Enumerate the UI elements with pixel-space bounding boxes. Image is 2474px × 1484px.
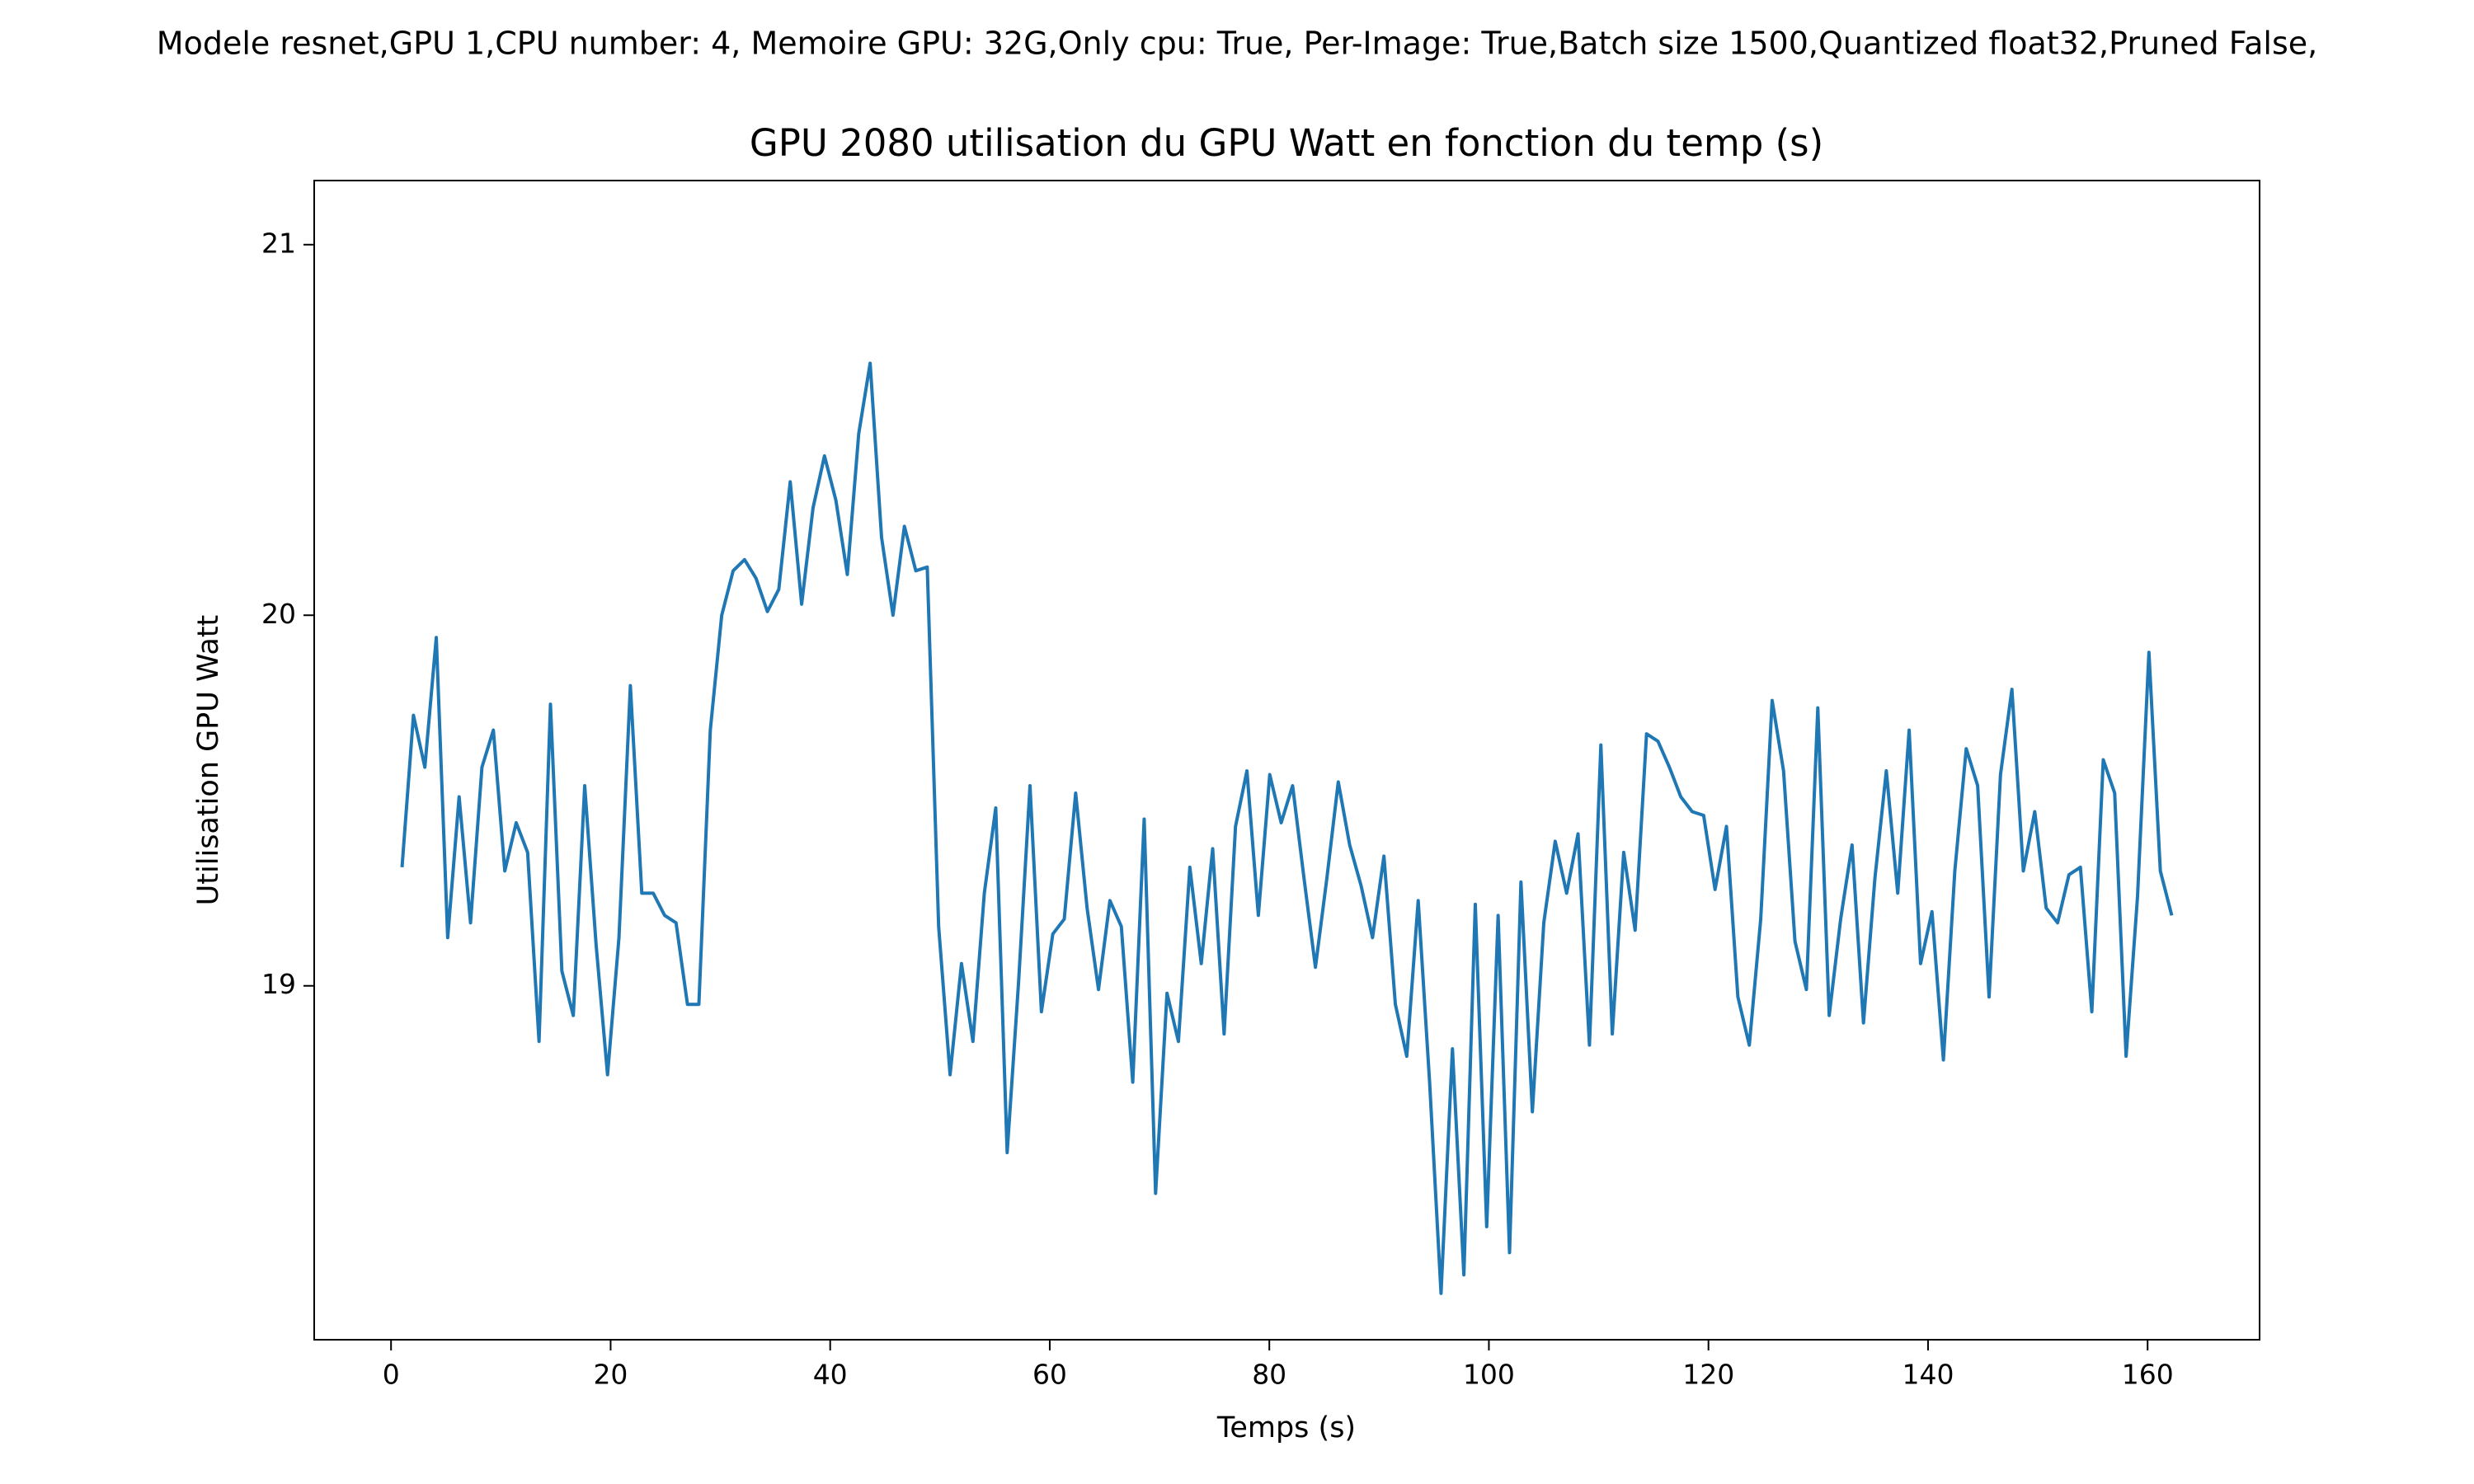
x-tick-label: 40 <box>813 1359 848 1391</box>
data-line <box>400 361 2174 1295</box>
x-tick-label: 20 <box>593 1359 628 1391</box>
x-tick-label: 120 <box>1682 1359 1734 1391</box>
x-tick-label: 60 <box>1032 1359 1067 1391</box>
x-tick-label: 140 <box>1902 1359 1954 1391</box>
chart-title: GPU 2080 utilisation du GPU Watt en fonc… <box>750 121 1823 165</box>
plot-frame <box>313 180 2260 1341</box>
x-tick-label: 0 <box>383 1359 400 1391</box>
x-tick-label: 160 <box>2122 1359 2174 1391</box>
x-tick-label: 80 <box>1252 1359 1286 1391</box>
y-tick-label: 19 <box>261 968 296 1000</box>
y-tick-label: 20 <box>261 598 296 630</box>
x-tick-label: 100 <box>1463 1359 1515 1391</box>
x-axis-label: Temps (s) <box>1216 1411 1356 1444</box>
suptitle: Modele resnet,GPU 1,CPU number: 4, Memoi… <box>157 26 2317 62</box>
y-axis-label: Utilisation GPU Watt <box>192 615 225 906</box>
y-tick-label: 21 <box>261 227 296 259</box>
